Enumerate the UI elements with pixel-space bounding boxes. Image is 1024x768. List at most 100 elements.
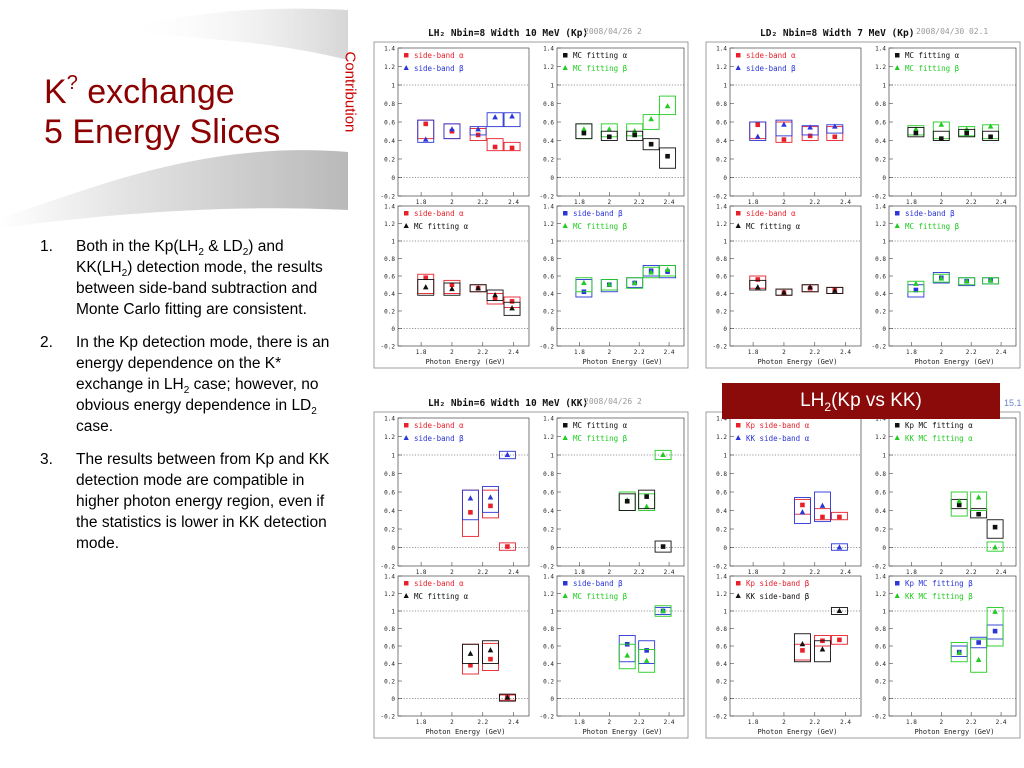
x-tick-label: 2.2 [966,349,977,356]
data-point [468,510,473,515]
y-tick-label: 1.2 [875,221,886,228]
y-tick-label: 1.4 [384,46,395,53]
data-point [509,145,515,151]
y-tick-label: 0.4 [716,291,727,298]
y-tick-label: 1.4 [384,416,395,423]
y-tick-label: 1.4 [875,204,886,211]
plot-panel: -0.2 0 0.2 0.4 0.6 0.8 1 1.2 1.4 1.8 2 2.2 2.4 MC fit… [540,46,685,206]
y-tick-label: 0.6 [716,274,727,281]
legend-label: KK side-band β [746,592,810,601]
legend-marker [563,211,568,216]
y-tick-label: 0.2 [543,679,554,686]
x-tick-label: 2.2 [634,199,645,206]
y-tick-label: 0.8 [384,101,395,108]
chart-svg: LD₂ Nbin=8 Width 7 MeV (Kp) 2008/04/30 02… [705,27,1021,369]
x-tick-label: 2.4 [508,569,519,576]
error-box [659,265,677,277]
legend-label: side-band α [414,421,464,430]
y-tick-label: 0 [882,175,886,182]
finding-text: case. [76,418,114,435]
y-tick-label: 0 [391,545,395,552]
error-box [498,450,516,460]
x-tick-label: 2.2 [634,569,645,576]
error-box [469,284,487,293]
data-point [988,134,993,140]
y-tick-label: 0.8 [543,256,554,263]
x-tick-label: 1.8 [416,719,427,726]
x-axis-label: Photon Energy (GeV) [757,728,837,736]
y-tick-label: 0 [882,696,886,703]
finding-number: 2. [40,334,53,351]
x-tick-label: 1.8 [906,199,917,206]
error-box [498,542,516,551]
y-tick-label: 1.2 [543,221,554,228]
data-point [754,284,761,290]
error-box [482,640,499,664]
y-tick-label: 1.2 [384,221,395,228]
data-point [987,277,994,283]
data-point [487,494,494,500]
x-tick-label: 1.8 [906,719,917,726]
data-point [956,502,962,508]
x-tick-label: 2.2 [966,569,977,576]
error-box [626,130,644,141]
y-tick-label: -0.2 [381,714,396,721]
y-tick-label: 1.2 [875,434,886,441]
legend-label: MC fitting β [573,434,628,443]
data-point [938,121,945,127]
x-tick-label: 2 [939,569,943,576]
legend-marker [735,223,741,228]
data-point [913,287,919,293]
error-box [618,643,636,670]
data-point [631,279,638,285]
data-point [422,136,429,142]
data-point [976,640,981,645]
data-point [581,126,587,132]
y-tick-label: 0.8 [716,256,727,263]
data-point [975,656,982,662]
error-box [498,693,516,702]
y-tick-label: 0.6 [384,120,395,127]
data-point [423,275,429,281]
y-tick-label: 1 [882,453,886,460]
data-point [644,648,649,653]
y-tick-label: -0.2 [872,194,887,201]
finding-item: 3. The results between from Kp and KK det… [36,449,338,554]
y-tick-label: 0.2 [716,527,727,534]
data-point [509,299,515,304]
x-tick-label: 2 [939,349,943,356]
x-tick-label: 1.8 [748,349,759,356]
error-box [826,286,844,294]
y-tick-label: 0 [550,175,554,182]
y-tick-label: 1 [723,609,727,616]
plot-panel: -0.2 0 0.2 0.4 0.6 0.8 1 1.2 1.4 1.8 2 2.2 2.4 MC fit… [540,416,685,576]
y-tick-label: 1.4 [716,204,727,211]
x-tick-label: 2.4 [508,199,519,206]
plot-panel: -0.2 0 0.2 0.4 0.6 0.8 1 1.2 1.4 1.8 2 2.2 2.4 side-b… [713,204,862,356]
error-box [654,540,672,553]
x-tick-label: 2.2 [809,349,820,356]
chart-stamp: 2008/04/30 02.1 [916,27,988,36]
plot-panel: -0.2 0 0.2 0.4 0.6 0.8 1 1.2 1.4 1.8 2 2.2 2.4 Kp sid… [713,416,862,576]
y-tick-label: 0.4 [384,138,395,145]
error-box [486,112,504,128]
data-point [832,287,838,293]
plot-panel: -0.2 0 0.2 0.4 0.6 0.8 1 1.2 1.4 1.8 2 2.2 2.4 Kp MC … [872,416,1017,576]
error-box [986,541,1004,552]
data-point [660,451,666,457]
legend-marker [895,211,900,216]
x-tick-label: 2.4 [996,349,1007,356]
error-box [443,282,461,296]
x-tick-label: 1.8 [416,199,427,206]
data-point [913,280,919,286]
y-tick-label: 1.2 [384,591,395,598]
y-tick-label: 0.4 [875,661,886,668]
badge-rest: (Kp vs KK) [831,390,922,411]
error-box [830,543,848,551]
y-tick-label: 0 [550,545,554,552]
data-point [504,694,511,700]
x-tick-label: 1.8 [748,199,759,206]
error-box [793,497,811,524]
legend-marker [563,423,568,428]
legend-marker [736,423,741,428]
